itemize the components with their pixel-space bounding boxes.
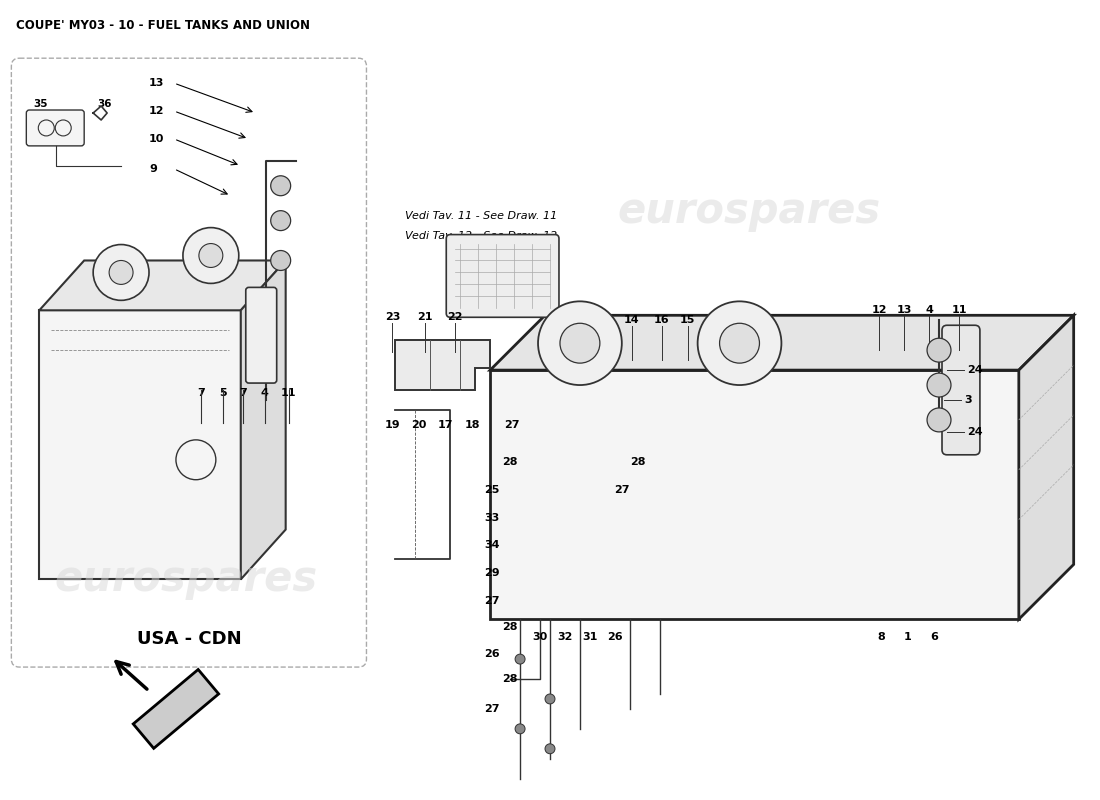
Text: COUPE' MY03 - 10 - FUEL TANKS AND UNION: COUPE' MY03 - 10 - FUEL TANKS AND UNION <box>16 19 310 32</box>
Text: 28: 28 <box>630 457 646 466</box>
Text: 28: 28 <box>503 457 518 466</box>
Text: 34: 34 <box>484 541 499 550</box>
Circle shape <box>544 694 556 704</box>
Text: 10: 10 <box>148 134 164 144</box>
Text: 36: 36 <box>97 99 111 109</box>
Text: 27: 27 <box>484 596 499 606</box>
Text: 33: 33 <box>484 513 499 522</box>
Text: USA - CDN: USA - CDN <box>136 630 241 648</box>
Text: 27: 27 <box>614 485 629 494</box>
Text: 21: 21 <box>418 312 433 322</box>
Text: 7: 7 <box>239 388 246 398</box>
Circle shape <box>719 323 759 363</box>
Text: 31: 31 <box>582 632 597 642</box>
Text: 19: 19 <box>385 420 400 430</box>
Text: 11: 11 <box>280 388 296 398</box>
Text: 18: 18 <box>464 420 480 430</box>
Text: 12: 12 <box>871 306 887 315</box>
Text: 28: 28 <box>503 622 518 632</box>
Text: 12: 12 <box>148 106 165 116</box>
Text: 24: 24 <box>967 427 982 437</box>
Text: 13: 13 <box>148 78 164 88</box>
Text: Vedi Tav. 12 - See Draw. 12: Vedi Tav. 12 - See Draw. 12 <box>406 230 558 241</box>
Circle shape <box>94 245 148 300</box>
Polygon shape <box>133 670 219 748</box>
Text: 11: 11 <box>952 306 967 315</box>
Text: 25: 25 <box>484 485 499 494</box>
FancyBboxPatch shape <box>26 110 85 146</box>
Circle shape <box>199 243 223 267</box>
Text: 6: 6 <box>931 632 938 642</box>
Circle shape <box>927 338 952 362</box>
FancyBboxPatch shape <box>245 287 277 383</box>
Text: Vedi Tav. 11 - See Draw. 11: Vedi Tav. 11 - See Draw. 11 <box>406 210 558 221</box>
Text: 26: 26 <box>607 632 623 642</box>
Polygon shape <box>1019 315 1074 619</box>
Text: 35: 35 <box>33 99 47 109</box>
Text: 2: 2 <box>711 315 718 326</box>
Polygon shape <box>40 261 286 310</box>
Text: 32: 32 <box>558 632 573 642</box>
Text: eurospares: eurospares <box>54 558 318 600</box>
Circle shape <box>515 654 525 664</box>
Text: 26: 26 <box>484 649 500 659</box>
Text: 27: 27 <box>484 704 499 714</box>
Text: 1: 1 <box>903 632 911 642</box>
Text: 4: 4 <box>261 388 268 398</box>
Text: 4: 4 <box>925 306 933 315</box>
Text: 16: 16 <box>653 315 670 326</box>
FancyBboxPatch shape <box>447 234 559 318</box>
Text: 28: 28 <box>503 674 518 684</box>
FancyBboxPatch shape <box>942 326 980 455</box>
Text: 23: 23 <box>385 312 400 322</box>
Text: 17: 17 <box>438 420 453 430</box>
Text: 30: 30 <box>532 632 548 642</box>
Text: 9: 9 <box>148 164 157 174</box>
Text: 3: 3 <box>964 395 971 405</box>
Circle shape <box>271 250 290 270</box>
Circle shape <box>183 228 239 283</box>
Circle shape <box>927 373 952 397</box>
Text: 2: 2 <box>571 315 579 326</box>
Text: 13: 13 <box>896 306 912 315</box>
Text: 15: 15 <box>680 315 695 326</box>
Text: 22: 22 <box>448 312 463 322</box>
Text: 14: 14 <box>624 315 639 326</box>
Text: 24: 24 <box>967 365 982 375</box>
Circle shape <box>697 302 781 385</box>
Circle shape <box>515 724 525 734</box>
Circle shape <box>271 210 290 230</box>
Text: 3: 3 <box>596 315 604 326</box>
Circle shape <box>927 408 952 432</box>
Polygon shape <box>491 370 1019 619</box>
Text: 8: 8 <box>878 632 886 642</box>
Circle shape <box>109 261 133 285</box>
Circle shape <box>271 176 290 196</box>
Text: 7: 7 <box>197 388 205 398</box>
Circle shape <box>544 744 556 754</box>
FancyBboxPatch shape <box>11 58 366 667</box>
Circle shape <box>560 323 600 363</box>
Circle shape <box>538 302 621 385</box>
Polygon shape <box>40 310 241 579</box>
Text: 5: 5 <box>219 388 227 398</box>
Text: 27: 27 <box>504 420 520 430</box>
Text: 29: 29 <box>484 568 500 578</box>
Polygon shape <box>491 315 1074 370</box>
Polygon shape <box>395 340 491 390</box>
Text: 20: 20 <box>410 420 426 430</box>
Polygon shape <box>241 261 286 579</box>
Text: eurospares: eurospares <box>618 190 881 232</box>
